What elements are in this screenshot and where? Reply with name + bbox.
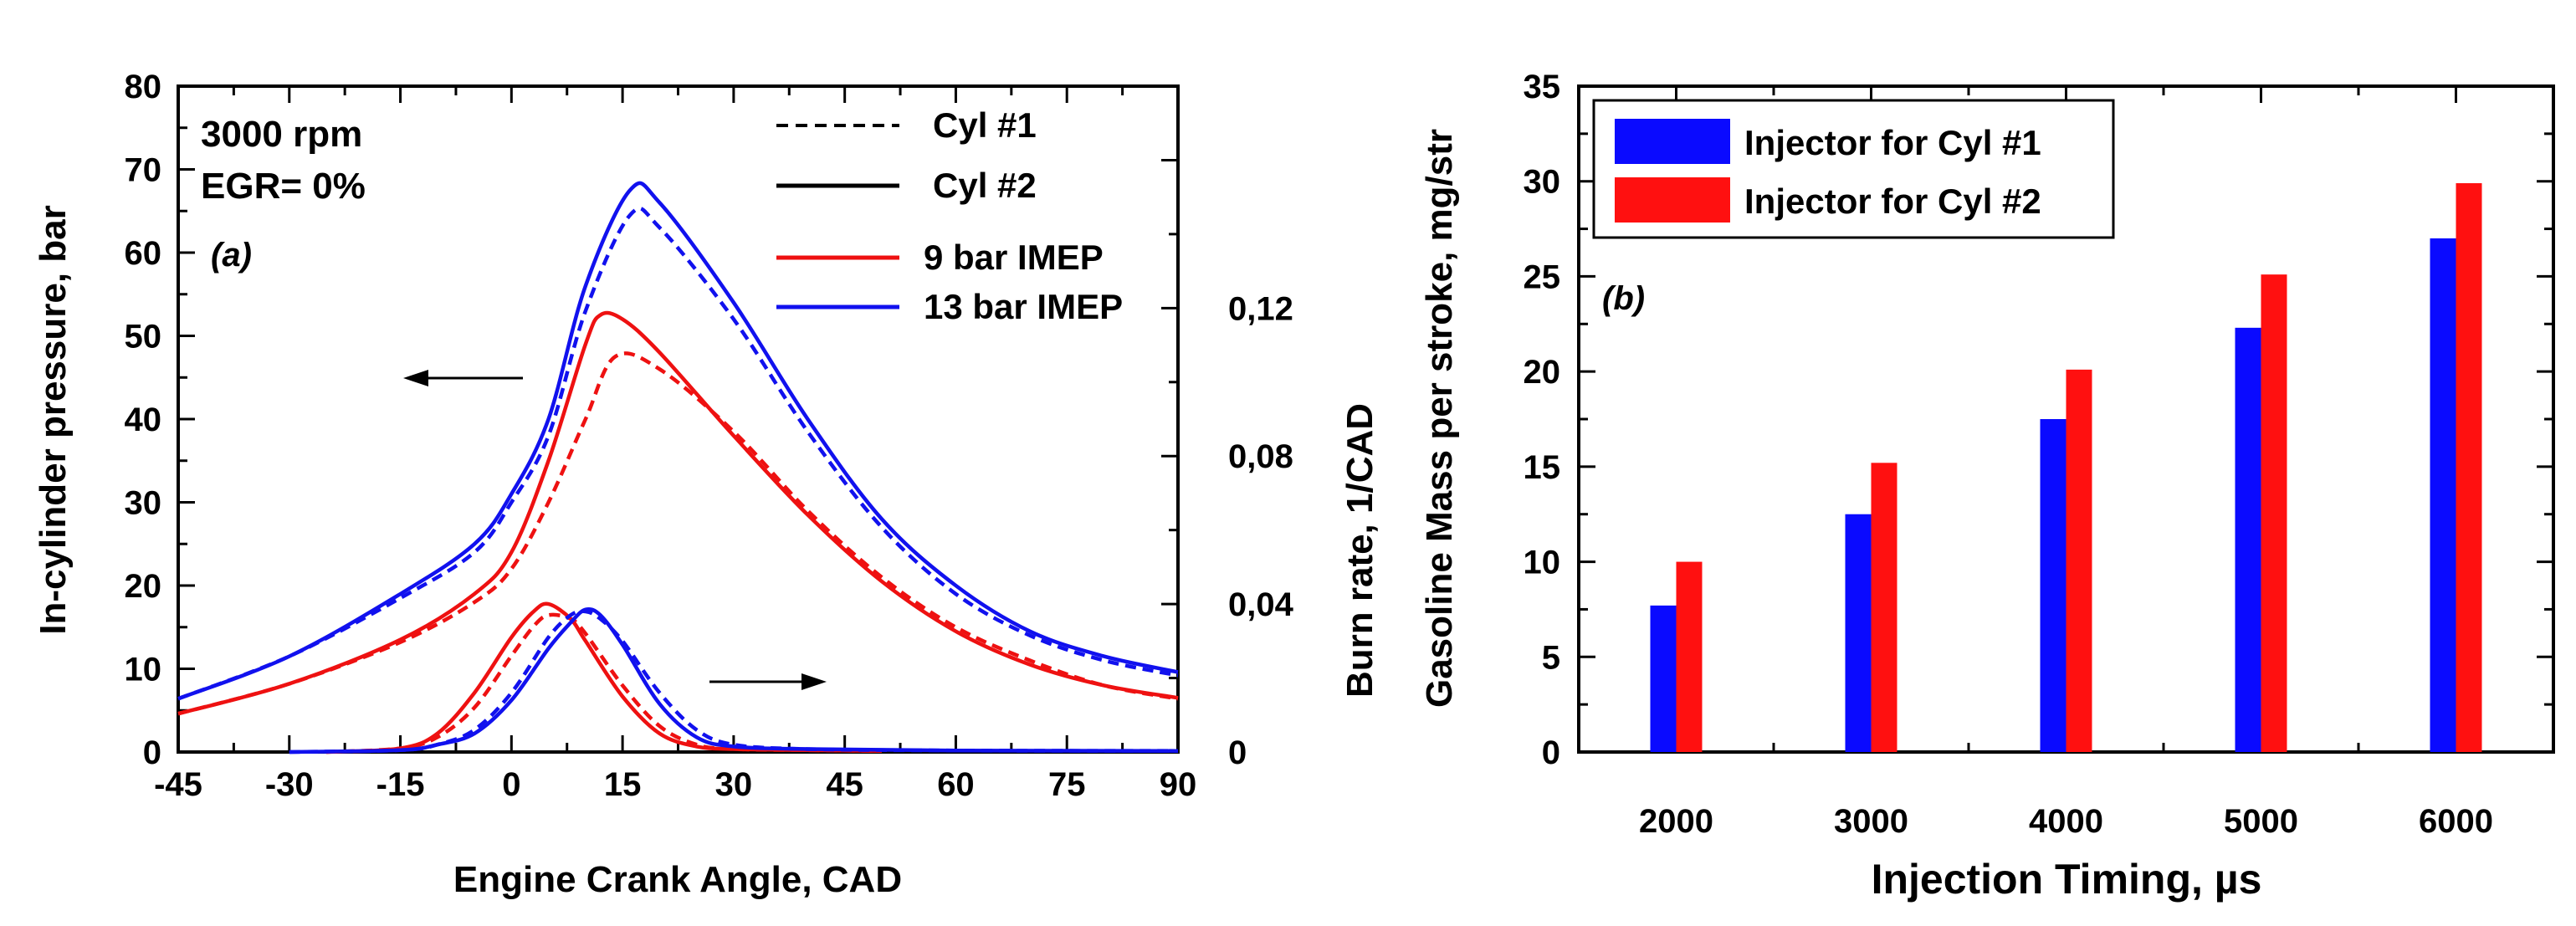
bar-cyl1-6000	[2430, 238, 2456, 752]
y-tick-label: 20	[125, 568, 162, 605]
panel-b-bars	[1650, 182, 2482, 752]
y-tick-label: 60	[125, 235, 162, 272]
y2-tick-label: 0,08	[1228, 438, 1293, 475]
legend-label-cyl1: Cyl #1	[933, 105, 1037, 145]
panel-a-label: (a)	[211, 237, 252, 274]
x-tick-label: 4000	[2029, 803, 2103, 840]
x-tick-label: 90	[1160, 766, 1197, 803]
x-tick-label: 60	[937, 766, 975, 803]
legend-label-9bar: 9 bar IMEP	[924, 238, 1104, 277]
y2-tick-label: 0,12	[1228, 290, 1293, 327]
panel-b-y-axis-label: Gasoline Mass per stroke, mg/str	[1419, 129, 1460, 708]
panel-b-x-tick-labels: 2000 3000 4000 5000 6000	[1639, 803, 2493, 840]
panel-a-series	[177, 181, 1179, 755]
y-tick-label: 15	[1524, 449, 1561, 486]
x-tick-label: 15	[604, 766, 642, 803]
x-tick-label: 45	[826, 766, 863, 803]
panel-b-x-axis-label: Injection Timing, µs	[1872, 856, 2262, 903]
x-tick-label: 3000	[1834, 803, 1908, 840]
panel-a-y2-tick-labels: 0 0,04 0,08 0,12	[1228, 290, 1294, 771]
legend-swatch-cyl2	[1615, 177, 1730, 223]
x-tick-label: 75	[1048, 766, 1086, 803]
panel-b-bar-chart: 0 5 10 15 20 25 30 35 2000 3000 4000 5000 6000 Inje…	[1419, 69, 2555, 903]
panel-a-y-tick-labels: 0 10 20 30 40 50 60 70 80	[125, 69, 162, 771]
panel-a-ticks	[177, 84, 1180, 754]
y-tick-label: 10	[125, 652, 162, 688]
legend-label-injector-cyl2: Injector for Cyl #2	[1744, 182, 2041, 221]
x-tick-label: -45	[154, 766, 202, 803]
y-tick-label: 25	[1524, 258, 1561, 295]
panel-a-y2-axis-label: Burn rate, 1/CAD	[1339, 403, 1380, 698]
bar-cyl2-6000	[2456, 182, 2482, 752]
panel-b-y-tick-labels: 0 5 10 15 20 25 30 35	[1524, 69, 1561, 771]
y-tick-label: 0	[1542, 734, 1560, 771]
panel-b-legend: Injector for Cyl #1 Injector for Cyl #2	[1592, 99, 2115, 239]
x-tick-label: -30	[265, 766, 314, 803]
x-tick-label: 5000	[2224, 803, 2298, 840]
annotation-rpm: 3000 rpm	[201, 114, 362, 155]
panel-b-label: (b)	[1602, 280, 1645, 317]
panel-a-pressure-burn-chart: -45 -30 -15 0 15 30 45 60 75 90 0 10 20 30 40 50 60 70 80…	[33, 69, 1380, 900]
y2-tick-label: 0	[1228, 734, 1247, 771]
series-line-pressure-13bar-cyl2	[177, 181, 1179, 701]
legend-swatch-cyl1	[1615, 119, 1730, 164]
series-line-pressure-9bar-cyl1	[177, 351, 1179, 716]
pressure-axis-arrow	[403, 370, 523, 386]
bar-cyl2-5000	[2261, 274, 2287, 752]
burn-rate-axis-arrow	[709, 673, 827, 690]
series-line-pressure-9bar-cyl2	[177, 310, 1179, 716]
y-tick-label: 5	[1542, 639, 1560, 676]
x-tick-label: -15	[376, 766, 425, 803]
bar-cyl1-4000	[2040, 419, 2066, 752]
panel-a-x-tick-labels: -45 -30 -15 0 15 30 45 60 75 90	[154, 766, 1196, 803]
bar-cyl2-4000	[2066, 369, 2092, 752]
y-tick-label: 30	[1524, 164, 1561, 201]
y-tick-label: 0	[143, 734, 161, 771]
y-tick-label: 35	[1524, 69, 1561, 105]
panel-a-legend: Cyl #1 Cyl #2 9 bar IMEP 13 bar IMEP	[776, 105, 1123, 326]
legend-label-13bar: 13 bar IMEP	[924, 287, 1123, 326]
x-tick-label: 6000	[2419, 803, 2493, 840]
panel-a-y-axis-label: In-cylinder pressure, bar	[33, 205, 74, 635]
x-tick-label: 2000	[1639, 803, 1713, 840]
bar-cyl1-3000	[1845, 514, 1872, 752]
y-tick-label: 50	[125, 319, 162, 356]
y2-tick-label: 0,04	[1228, 586, 1294, 623]
series-line-pressure-13bar-cyl1	[177, 206, 1179, 701]
bar-cyl1-2000	[1650, 605, 1677, 752]
x-tick-label: 30	[715, 766, 753, 803]
y-tick-label: 80	[125, 69, 162, 105]
y-tick-label: 70	[125, 152, 162, 189]
bar-cyl2-3000	[1871, 463, 1897, 752]
legend-label-cyl2: Cyl #2	[933, 166, 1037, 205]
series-line-burn-rate-9bar-cyl2	[325, 601, 882, 755]
panel-a-x-axis-label: Engine Crank Angle, CAD	[453, 859, 902, 900]
legend-label-injector-cyl1: Injector for Cyl #1	[1744, 123, 2041, 162]
bar-cyl2-2000	[1676, 561, 1703, 752]
series-line-burn-rate-13bar-cyl2	[289, 606, 1179, 755]
y-tick-label: 20	[1524, 354, 1561, 391]
y-tick-label: 40	[125, 402, 162, 438]
x-tick-label: 0	[502, 766, 520, 803]
bar-cyl1-5000	[2235, 327, 2261, 752]
y-tick-label: 10	[1524, 545, 1561, 581]
annotation-egr: EGR= 0%	[201, 166, 366, 207]
y-tick-label: 30	[125, 485, 162, 522]
